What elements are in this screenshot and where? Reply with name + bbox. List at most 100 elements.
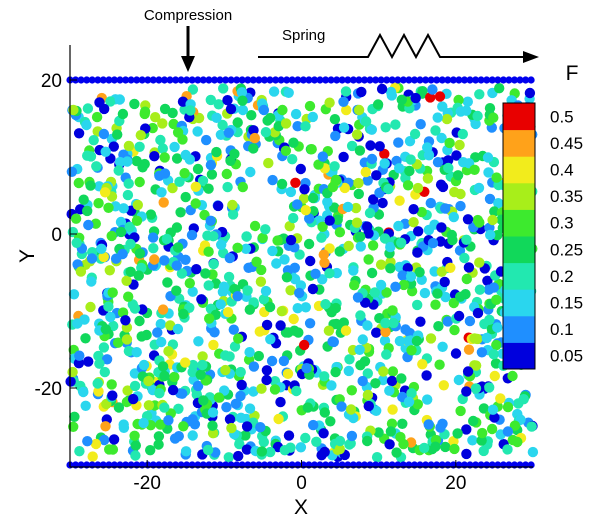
particle (258, 104, 270, 116)
particle (261, 319, 273, 331)
particle (99, 366, 111, 378)
y-ticks: -20 0 20 (35, 71, 77, 400)
particle (373, 427, 384, 438)
particle (260, 224, 271, 235)
particle (202, 444, 214, 456)
top-wall-particle (260, 76, 269, 84)
particle (205, 215, 216, 226)
particle (356, 86, 367, 98)
particle (67, 366, 78, 378)
top-wall-particle (222, 76, 230, 84)
particle (442, 316, 453, 327)
particle (357, 334, 368, 345)
top-wall-particle (94, 76, 102, 84)
particle (385, 241, 396, 253)
particle (70, 213, 82, 224)
particle (319, 371, 330, 382)
particle (388, 317, 399, 329)
particle (249, 220, 261, 232)
particle (162, 277, 173, 288)
particle (455, 405, 466, 417)
particle (484, 382, 495, 393)
particle (158, 197, 169, 208)
particle (171, 153, 183, 164)
particle (432, 288, 443, 299)
particle (410, 92, 421, 104)
particle (198, 395, 209, 406)
top-wall-particle (422, 76, 430, 84)
top-wall-particle (388, 76, 396, 84)
particle (362, 389, 374, 401)
particle (260, 127, 272, 138)
particle (167, 182, 178, 194)
particle (278, 355, 290, 367)
particle (491, 339, 502, 351)
top-wall-particle (160, 76, 169, 84)
particle (443, 162, 454, 174)
top-wall-particle (177, 76, 185, 84)
particle (203, 246, 214, 257)
particle (85, 301, 96, 313)
particle (396, 373, 407, 384)
top-wall-particle (138, 76, 146, 84)
particle (300, 302, 311, 313)
particle (244, 403, 256, 414)
particle (209, 327, 220, 338)
top-wall-particle (277, 76, 285, 84)
particle (157, 118, 168, 129)
particle (383, 183, 394, 195)
particle (463, 344, 475, 355)
particle (316, 232, 327, 243)
particle (223, 127, 234, 138)
colorbar-title: F (566, 62, 579, 85)
particle (448, 436, 459, 447)
particle (317, 151, 328, 162)
particle (208, 258, 219, 270)
top-wall-particle (310, 76, 319, 84)
particle (207, 428, 219, 439)
top-wall-particle (149, 76, 157, 84)
particle (220, 364, 231, 376)
top-wall-particle (433, 76, 441, 84)
particle (291, 385, 302, 397)
top-wall-particle (322, 76, 330, 84)
particle (346, 385, 357, 396)
particle (419, 287, 431, 299)
particle (362, 320, 373, 331)
particle (327, 336, 338, 347)
particle (332, 214, 343, 225)
particle (360, 297, 371, 308)
particle (319, 257, 330, 268)
particle (461, 234, 472, 245)
particle (258, 294, 270, 305)
particle (105, 96, 116, 107)
particle (346, 430, 358, 442)
particle (223, 271, 235, 283)
particle (230, 398, 242, 409)
top-wall-particle (510, 76, 519, 84)
particle (338, 122, 350, 133)
particle (129, 98, 140, 110)
top-wall-particle (516, 76, 524, 84)
particle (235, 366, 246, 378)
particle (123, 291, 134, 302)
particle (398, 279, 409, 291)
particle (112, 129, 123, 140)
top-wall-particle (427, 76, 435, 84)
particle (461, 273, 472, 285)
top-wall-particle (438, 76, 446, 84)
particle (488, 349, 499, 360)
particle (288, 313, 299, 325)
particle (434, 91, 446, 102)
particle (205, 159, 217, 171)
particle (153, 431, 165, 442)
particle (117, 248, 128, 260)
particle (404, 165, 415, 177)
particle (458, 157, 469, 168)
particle (96, 243, 107, 254)
top-wall-particle (244, 76, 252, 84)
particle (474, 89, 485, 100)
particle (368, 194, 379, 205)
top-wall-particle (416, 76, 424, 84)
particle (438, 380, 449, 391)
